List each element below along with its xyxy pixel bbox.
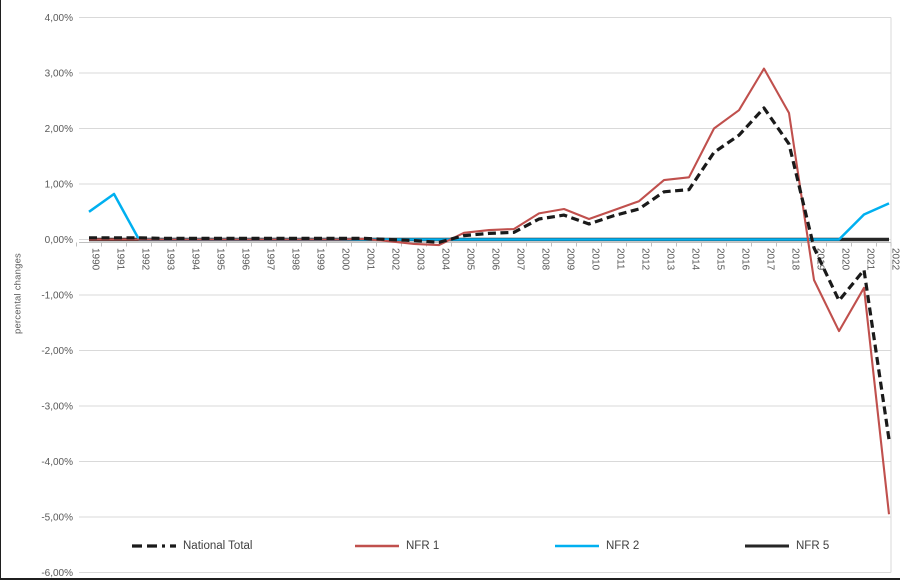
x-tick-label: 2008	[540, 248, 551, 271]
y-tick-label: -3,00%	[41, 402, 73, 413]
legend-item-nfr1[interactable]: NFR 1	[354, 537, 439, 555]
x-tick-label: 2013	[665, 248, 676, 271]
legend-label: National Total	[183, 540, 253, 552]
x-tick-label: 1995	[215, 248, 226, 271]
x-tick-label: 2021	[865, 248, 876, 271]
legend-label: NFR 2	[606, 540, 640, 552]
y-tick-label: 2,00%	[45, 124, 73, 135]
x-tick-label: 2009	[565, 248, 576, 271]
x-tick-label: 1993	[165, 248, 176, 271]
y-axis-title: percental changes	[12, 252, 24, 335]
x-tick-label: 2007	[515, 248, 526, 271]
x-tick-label: 2014	[690, 248, 701, 271]
y-tick-label: 3,00%	[45, 69, 73, 80]
chart-legend: National Total NFR 1 NFR 2 NFR 5	[1, 537, 900, 557]
legend-marker-nfr2	[555, 544, 599, 548]
x-tick-label: 1991	[115, 248, 126, 271]
y-tick-label: -4,00%	[41, 457, 73, 468]
legend-item-nfr5[interactable]: NFR 5	[744, 537, 829, 555]
x-tick-label: 1999	[315, 248, 326, 271]
x-tick-label: 2022	[890, 248, 900, 271]
x-tick-label: 1992	[140, 248, 151, 271]
legend-marker-nfr1	[355, 544, 399, 548]
x-tick-label: 2011	[615, 248, 626, 270]
x-tick-label: 1996	[240, 248, 251, 271]
x-tick-label: 2012	[640, 248, 651, 271]
legend-marker-national-total	[132, 544, 176, 548]
y-tick-label: 4,00%	[45, 13, 73, 24]
x-tick-label: 1997	[265, 248, 276, 271]
x-tick-label: 2001	[365, 248, 376, 271]
x-tick-label: 2002	[390, 248, 401, 271]
y-tick-label: -5,00%	[41, 513, 73, 524]
x-tick-label: 2020	[840, 248, 851, 271]
legend-item-national-total[interactable]: National Total	[131, 537, 252, 555]
x-tick-label: 2004	[440, 248, 451, 271]
y-tick-label: -6,00%	[41, 568, 73, 579]
y-tick-label: -1,00%	[41, 291, 73, 302]
y-tick-label: 1,00%	[45, 180, 73, 191]
y-tick-label: 0,00%	[45, 235, 73, 246]
x-tick-label: 2000	[340, 248, 351, 271]
x-tick-label: 2018	[790, 248, 801, 271]
x-tick-label: 2017	[765, 248, 776, 271]
x-tick-label: 1994	[190, 248, 201, 271]
series-line-nfr-1	[89, 67, 891, 515]
legend-item-nfr2[interactable]: NFR 2	[554, 537, 639, 555]
x-tick-label: 2010	[590, 248, 601, 271]
x-tick-label: 2015	[715, 248, 726, 271]
x-tick-label: 2005	[465, 248, 476, 271]
x-tick-label: 2003	[415, 248, 426, 271]
x-tick-label: 1990	[90, 248, 101, 271]
x-tick-label: 2006	[490, 248, 501, 271]
x-tick-label: 1998	[290, 248, 301, 271]
y-tick-label: -2,00%	[41, 346, 73, 357]
legend-marker-nfr5	[745, 544, 789, 548]
legend-label: NFR 5	[796, 540, 830, 552]
x-tick-label: 2016	[740, 248, 751, 271]
series-line-national-total	[89, 106, 891, 440]
legend-label: NFR 1	[406, 540, 440, 552]
